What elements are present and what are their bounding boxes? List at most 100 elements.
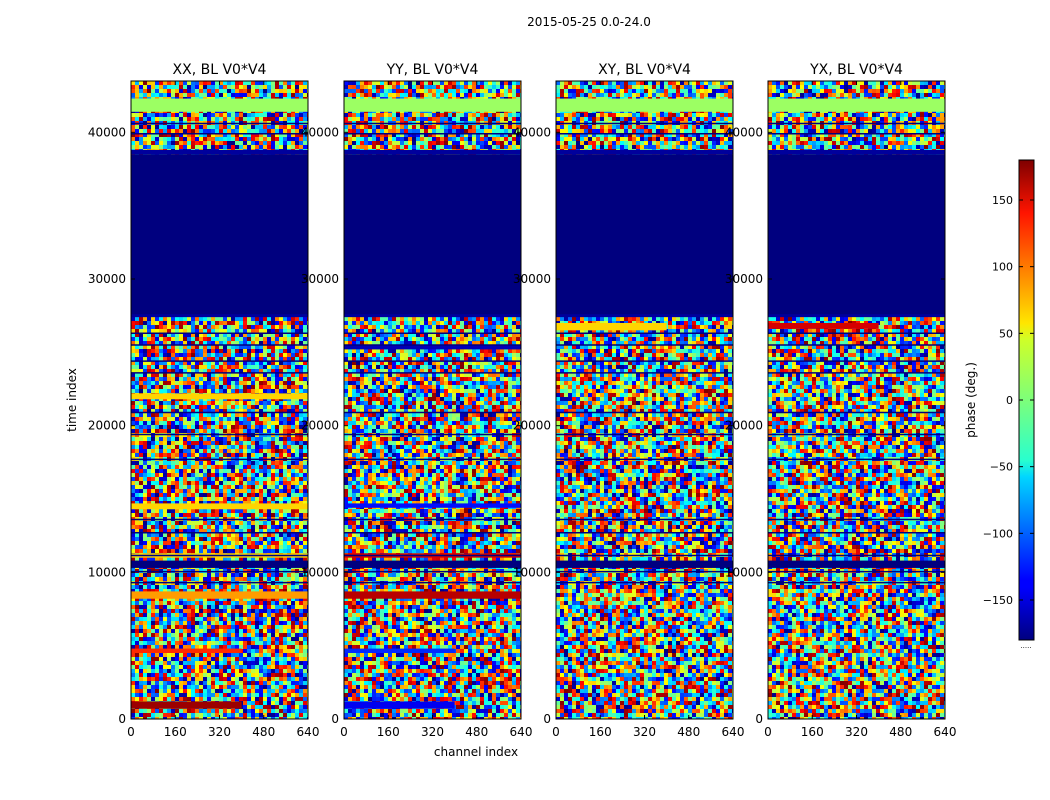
- noise-cell: [211, 137, 215, 141]
- noise-cell: [195, 373, 199, 377]
- noise-cell: [299, 425, 303, 429]
- noise-cell: [183, 113, 187, 117]
- noise-cell: [159, 405, 163, 409]
- noise-cell: [279, 125, 283, 129]
- noise-cell: [211, 85, 215, 89]
- noise-cell: [175, 353, 179, 357]
- noise-cell: [231, 145, 235, 149]
- noise-cell: [287, 465, 291, 469]
- noise-cell: [155, 501, 159, 505]
- noise-cell: [231, 485, 235, 489]
- noise-cell: [283, 513, 287, 517]
- noise-cell: [211, 125, 215, 129]
- noise-cell: [147, 469, 151, 473]
- noise-cell: [247, 141, 251, 145]
- noise-cell: [255, 421, 259, 425]
- noise-cell: [199, 81, 203, 85]
- noise-cell: [135, 369, 139, 373]
- noise-cell: [167, 317, 171, 321]
- noise-cell: [191, 513, 195, 517]
- noise-cell: [171, 473, 175, 477]
- noise-cell: [263, 89, 267, 93]
- noise-cell: [151, 325, 155, 329]
- noise-cell: [187, 493, 191, 497]
- noise-cell: [283, 489, 287, 493]
- noise-cell: [175, 125, 179, 129]
- noise-cell: [239, 409, 243, 413]
- noise-cell: [303, 129, 307, 133]
- noise-cell: [223, 469, 227, 473]
- noise-cell: [203, 493, 207, 497]
- noise-cell: [291, 337, 295, 341]
- noise-cell: [211, 321, 215, 325]
- noise-cell: [211, 337, 215, 341]
- noise-cell: [151, 441, 155, 445]
- noise-cell: [131, 465, 135, 469]
- noise-cell: [191, 325, 195, 329]
- noise-cell: [239, 437, 243, 441]
- noise-cell: [215, 345, 219, 349]
- noise-cell: [171, 129, 175, 133]
- noise-cell: [263, 509, 267, 513]
- noise-cell: [147, 501, 151, 505]
- noise-cell: [275, 317, 279, 321]
- noise-cell: [303, 477, 307, 481]
- noise-cell: [231, 425, 235, 429]
- noise-cell: [275, 477, 279, 481]
- noise-cell: [135, 473, 139, 477]
- noise-cell: [255, 133, 259, 137]
- noise-cell: [151, 421, 155, 425]
- noise-cell: [211, 345, 215, 349]
- noise-cell: [131, 469, 135, 473]
- noise-cell: [299, 141, 303, 145]
- noise-cell: [299, 93, 303, 97]
- noise-cell: [143, 429, 147, 433]
- noise-cell: [199, 453, 203, 457]
- noise-cell: [223, 365, 227, 369]
- noise-cell: [271, 437, 275, 441]
- noise-cell: [271, 409, 275, 413]
- noise-cell: [171, 429, 175, 433]
- noise-cell: [171, 417, 175, 421]
- noise-cell: [295, 429, 299, 433]
- noise-cell: [243, 353, 247, 357]
- noise-cell: [219, 445, 223, 449]
- noise-cell: [147, 453, 151, 457]
- noise-cell: [287, 521, 291, 525]
- noise-cell: [287, 413, 291, 417]
- noise-cell: [223, 353, 227, 357]
- noise-cell: [223, 489, 227, 493]
- noise-cell: [191, 133, 195, 137]
- noise-cell: [255, 445, 259, 449]
- noise-cell: [275, 441, 279, 445]
- noise-cell: [291, 465, 295, 469]
- noise-cell: [259, 417, 263, 421]
- noise-cell: [219, 497, 223, 501]
- noise-cell: [295, 377, 299, 381]
- noise-cell: [183, 133, 187, 137]
- noise-cell: [287, 381, 291, 385]
- noise-cell: [159, 389, 163, 393]
- noise-cell: [151, 473, 155, 477]
- noise-cell: [147, 345, 151, 349]
- noise-cell: [235, 365, 239, 369]
- noise-cell: [219, 413, 223, 417]
- noise-cell: [291, 425, 295, 429]
- noise-cell: [143, 521, 147, 525]
- noise-cell: [219, 449, 223, 453]
- noise-cell: [255, 425, 259, 429]
- noise-cell: [219, 117, 223, 121]
- noise-cell: [199, 373, 203, 377]
- noise-cell: [167, 477, 171, 481]
- noise-cell: [239, 385, 243, 389]
- noise-cell: [175, 501, 179, 505]
- noise-cell: [147, 413, 151, 417]
- noise-cell: [283, 445, 287, 449]
- noise-cell: [267, 117, 271, 121]
- noise-cell: [263, 81, 267, 85]
- noise-cell: [291, 93, 295, 97]
- noise-cell: [219, 81, 223, 85]
- noise-cell: [139, 425, 143, 429]
- noise-cell: [215, 129, 219, 133]
- noise-cell: [155, 445, 159, 449]
